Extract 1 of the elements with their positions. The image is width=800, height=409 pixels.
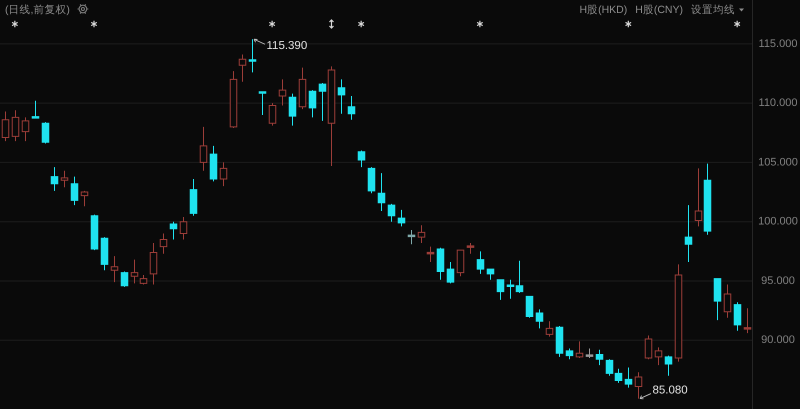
subtitle: (日线,前复权) — [5, 4, 70, 16]
